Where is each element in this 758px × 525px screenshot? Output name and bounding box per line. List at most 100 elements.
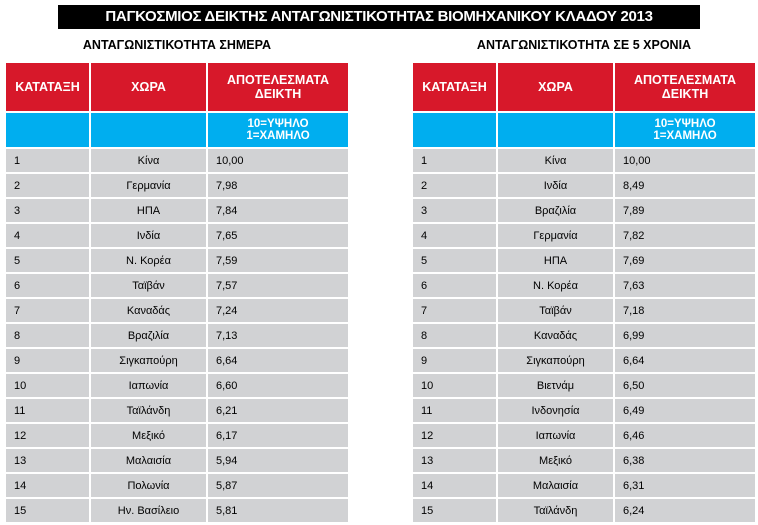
table-cell: Μαλαισία — [90, 448, 207, 473]
scale-label: 10=ΥΨΗΛΟ — [654, 118, 716, 130]
table-cell: 7,57 — [207, 273, 349, 298]
table-cell: 7,84 — [207, 198, 349, 223]
table-cell: 2 — [412, 173, 497, 198]
table-cell: 6,99 — [614, 323, 756, 348]
table-cell: 10,00 — [207, 148, 349, 173]
table-cell: 6,64 — [207, 348, 349, 373]
table-cell: Ν. Κορέα — [497, 273, 614, 298]
table-cell: Βιετνάμ — [497, 373, 614, 398]
table-cell: 5,87 — [207, 473, 349, 498]
table-cell: Ν. Κορέα — [90, 248, 207, 273]
table-cell: 14 — [412, 473, 497, 498]
table-cell: 9 — [412, 348, 497, 373]
table-cell: 6,46 — [614, 423, 756, 448]
table-cell: Ινδία — [497, 173, 614, 198]
table-cell: Σιγκαπούρη — [497, 348, 614, 373]
table-cell: 11 — [5, 398, 90, 423]
table-cell: 12 — [412, 423, 497, 448]
table-cell: ΗΠΑ — [497, 248, 614, 273]
table-cell: 6,50 — [614, 373, 756, 398]
table-cell: 6,31 — [614, 473, 756, 498]
table-cell: 3 — [5, 198, 90, 223]
table-cell: Ταϊβάν — [497, 298, 614, 323]
table-cell: 7,24 — [207, 298, 349, 323]
table-cell: 7 — [412, 298, 497, 323]
header-cell: ΧΩΡΑ — [90, 62, 207, 112]
table-cell: 10,00 — [614, 148, 756, 173]
subtitle: ΑΝΤΑΓΩΝΙΣΤΙΚΟΤΗΤΑ ΣΕ 5 ΧΡΟΝΙΑ — [476, 38, 692, 52]
table-cell: 7,13 — [207, 323, 349, 348]
table-cell: 8,49 — [614, 173, 756, 198]
scale-label: 10=ΥΨΗΛΟ — [247, 118, 309, 130]
table-cell: 13 — [5, 448, 90, 473]
table-cell: 6,24 — [614, 498, 756, 523]
table-cell: Ιαπωνία — [497, 423, 614, 448]
table-cell: 1 — [5, 148, 90, 173]
table-cell: 6,21 — [207, 398, 349, 423]
scale-cell: 10=ΥΨΗΛΟ 1=ΧΑΜΗΛΟ — [614, 112, 756, 148]
header-cell: ΧΩΡΑ — [497, 62, 614, 112]
table-cell: Κίνα — [497, 148, 614, 173]
table-cell: 6,17 — [207, 423, 349, 448]
table-cell: 7,89 — [614, 198, 756, 223]
table-cell: Γερμανία — [90, 173, 207, 198]
header-cell: ΑΠΟΤΕΛΕΣΜΑΤΑ ΔΕΙΚΤΗ — [207, 62, 349, 112]
table-cell: Ιαπωνία — [90, 373, 207, 398]
table-cell: 15 — [5, 498, 90, 523]
table-cell: ΗΠΑ — [90, 198, 207, 223]
table-cell: Ινδία — [90, 223, 207, 248]
table-cell: 7,98 — [207, 173, 349, 198]
table-cell: Καναδάς — [497, 323, 614, 348]
table-cell: 3 — [412, 198, 497, 223]
table-cell: Μεξικό — [90, 423, 207, 448]
table-cell: 11 — [412, 398, 497, 423]
subtitle: ΑΝΤΑΓΩΝΙΣΤΙΚΟΤΗΤΑ ΣΗΜΕΡΑ — [82, 38, 272, 52]
header-cell: ΚΑΤΑΤΑΞΗ — [5, 62, 90, 112]
table-cell: 8 — [5, 323, 90, 348]
table-cell: 13 — [412, 448, 497, 473]
table-cell: Ταϊλάνδη — [90, 398, 207, 423]
table-cell: 5,94 — [207, 448, 349, 473]
table-cell: 6 — [5, 273, 90, 298]
table-cell: 5 — [5, 248, 90, 273]
header-cell: ΑΠΟΤΕΛΕΣΜΑΤΑ ΔΕΙΚΤΗ — [614, 62, 756, 112]
scale-cell — [5, 112, 90, 148]
table-cell: 7,82 — [614, 223, 756, 248]
title: ΠΑΓΚΟΣΜΙΟΣ ΔΕΙΚΤΗΣ ΑΝΤΑΓΩΝΙΣΤΙΚΟΤΗΤΑΣ ΒΙ… — [58, 5, 700, 29]
table-cell: Κίνα — [90, 148, 207, 173]
table-cell: 7,65 — [207, 223, 349, 248]
table-cell: Ταϊβάν — [90, 273, 207, 298]
table-cell: Σιγκαπούρη — [90, 348, 207, 373]
table-cell: Μαλαισία — [497, 473, 614, 498]
table-cell: 5,81 — [207, 498, 349, 523]
table-cell: 7,69 — [614, 248, 756, 273]
scale-cell — [412, 112, 497, 148]
table-cell: 6 — [412, 273, 497, 298]
table-cell: 1 — [412, 148, 497, 173]
table-cell: 8 — [412, 323, 497, 348]
table-cell: 4 — [5, 223, 90, 248]
scale-cell: 10=ΥΨΗΛΟ 1=ΧΑΜΗΛΟ — [207, 112, 349, 148]
table-cell: Βραζιλία — [497, 198, 614, 223]
table-cell: 6,38 — [614, 448, 756, 473]
scale-label: 1=ΧΑΜΗΛΟ — [246, 130, 310, 142]
table-cell: Γερμανία — [497, 223, 614, 248]
table-cell: Ινδονησία — [497, 398, 614, 423]
table-cell: 15 — [412, 498, 497, 523]
table-cell: 4 — [412, 223, 497, 248]
table-cell: Πολωνία — [90, 473, 207, 498]
table-cell: 14 — [5, 473, 90, 498]
table-cell: 7,18 — [614, 298, 756, 323]
scale-cell — [497, 112, 614, 148]
table-cell: 7 — [5, 298, 90, 323]
header-cell: ΚΑΤΑΤΑΞΗ — [412, 62, 497, 112]
table-cell: 6,60 — [207, 373, 349, 398]
table-cell: 12 — [5, 423, 90, 448]
table-cell: Βραζιλία — [90, 323, 207, 348]
scale-label: 1=ΧΑΜΗΛΟ — [653, 130, 717, 142]
table-cell: 2 — [5, 173, 90, 198]
table-cell: Μεξικό — [497, 448, 614, 473]
table-cell: 7,59 — [207, 248, 349, 273]
scale-cell — [90, 112, 207, 148]
